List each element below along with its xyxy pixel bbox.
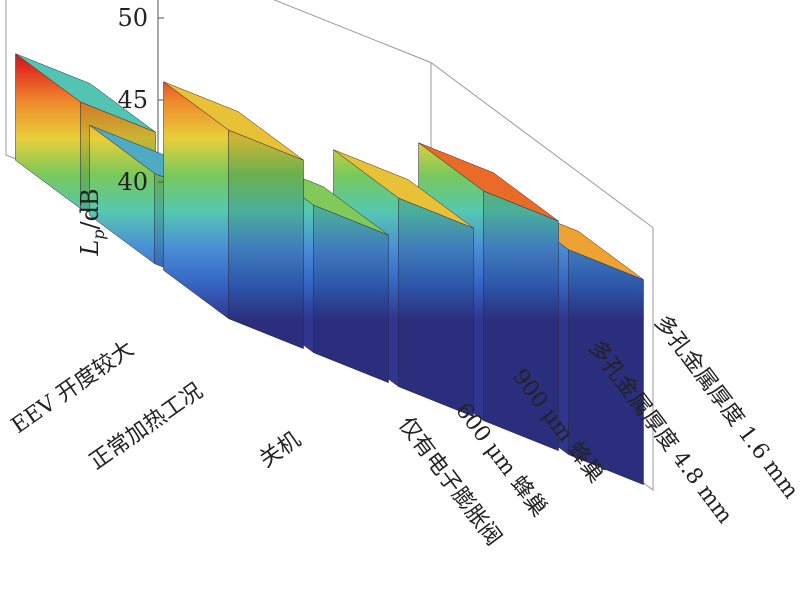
y-axis-label-sub: p [89, 229, 108, 239]
bar-front-shade [398, 198, 474, 417]
row-label: 关机 [255, 427, 305, 473]
bar-top-face [418, 142, 559, 222]
z-tick-label: 45 [117, 86, 148, 114]
bar-top-face [163, 81, 304, 161]
row-label: 正常加热工况 [85, 379, 207, 475]
y-axis-label: Lp/dB [76, 188, 108, 256]
bar-r0-c0 [163, 81, 304, 350]
bar-front-shade [313, 205, 389, 383]
y-axis-label-main: L [76, 240, 104, 257]
bar-top-face [15, 53, 156, 133]
bar-front-shade [228, 130, 304, 349]
column-label: 多孔金属厚度 1.6 mm [649, 311, 800, 504]
y-axis-label-unit: /dB [76, 188, 104, 229]
z-tick-label: 50 [117, 4, 148, 32]
row-label: EEV 开度较大 [7, 336, 138, 439]
bars-group [15, 53, 644, 486]
bar-top-face [333, 149, 474, 229]
bar-front-shade [568, 249, 644, 485]
bar-front-shade [483, 191, 559, 451]
z-tick-label: 40 [117, 168, 148, 196]
